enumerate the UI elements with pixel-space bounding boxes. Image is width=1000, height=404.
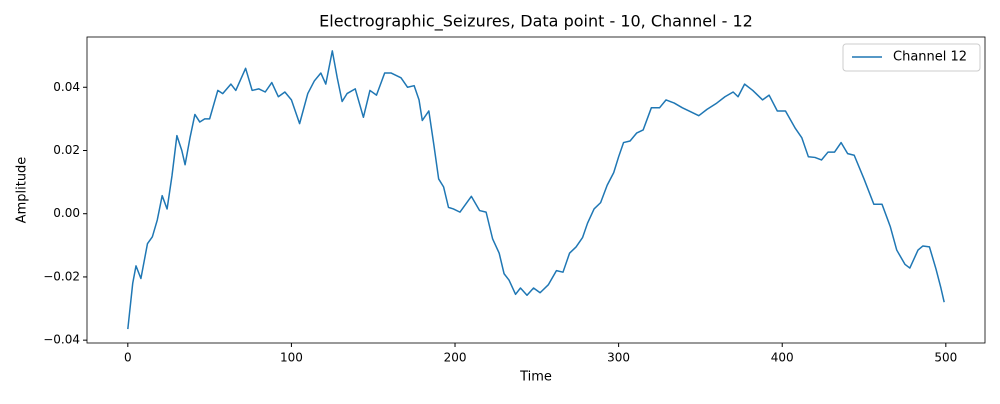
chart-title: Electrographic_Seizures, Data point - 10…	[319, 12, 753, 32]
x-tick-label: 500	[934, 351, 957, 365]
y-tick-label: 0.04	[53, 80, 80, 94]
legend-label: Channel 12	[893, 50, 967, 65]
x-tick-label: 300	[607, 351, 630, 365]
y-tick-label: 0.02	[53, 143, 80, 157]
y-tick-label: 0.00	[53, 206, 80, 220]
plot-frame	[86, 36, 986, 344]
x-tick-label: 100	[280, 351, 303, 365]
x-tick-label: 0	[124, 351, 132, 365]
data-line	[127, 50, 945, 330]
x-tick-label: 200	[444, 351, 467, 365]
legend-box	[842, 43, 981, 72]
x-axis-label: Time	[519, 370, 552, 385]
x-tick-label: 400	[771, 351, 794, 365]
y-tick-label: −0.02	[43, 269, 80, 283]
y-axis-label: Amplitude	[15, 157, 30, 224]
y-tick-label: −0.04	[43, 333, 80, 347]
